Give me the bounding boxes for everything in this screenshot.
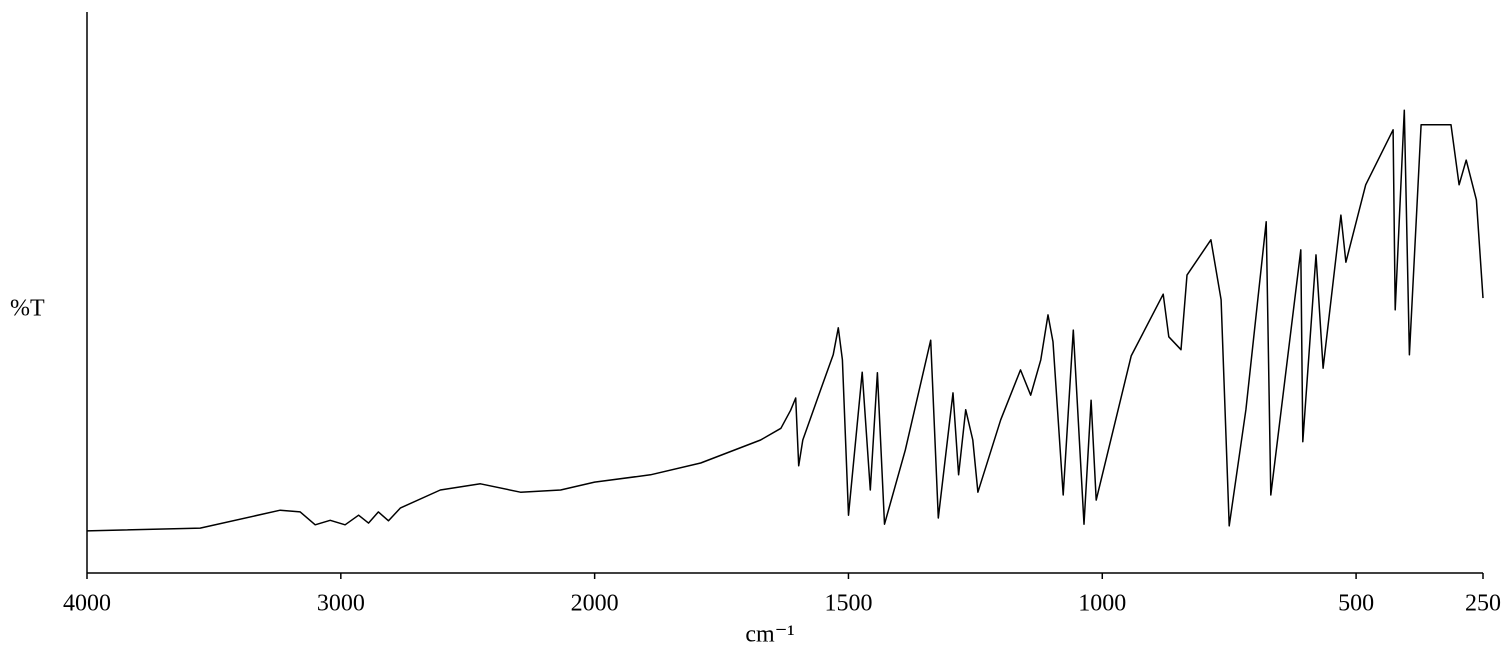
x-tick-label: 3000 bbox=[317, 591, 365, 617]
x-tick-label: 500 bbox=[1338, 591, 1374, 617]
x-axis-label: cm⁻¹ bbox=[745, 622, 794, 648]
x-tick-label: 2000 bbox=[571, 591, 619, 617]
x-tick-label: 1500 bbox=[824, 591, 872, 617]
x-tick-label: 4000 bbox=[63, 591, 111, 617]
x-tick-label: 1000 bbox=[1078, 591, 1126, 617]
x-tick-label: 250 bbox=[1465, 591, 1501, 617]
spectrum-line bbox=[86, 109, 1484, 532]
y-axis-label: %T bbox=[10, 296, 45, 322]
